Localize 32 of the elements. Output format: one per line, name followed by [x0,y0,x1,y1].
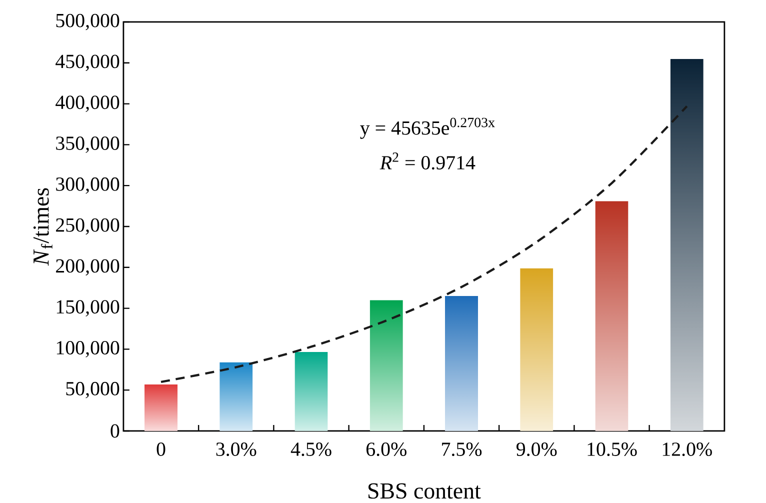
bar [144,384,178,431]
x-tick-label: 0 [156,442,166,456]
x-axis-title: SBS content [368,483,481,499]
x-tick-label: 12.0% [662,442,712,456]
y-tick-label: 500,000 [56,14,120,30]
bar [370,300,403,431]
bar [294,352,328,431]
y-tick-label: 450,000 [56,54,120,72]
y-tick-label: 200,000 [56,259,120,276]
bar [444,296,478,431]
y-tick-label: 150,000 [56,300,120,316]
x-tick-label: 7.5% [442,442,482,456]
y-axis-title: N$_{f}$/times [33,188,52,266]
y-tick-label: 250,000 [56,218,120,235]
y-tick-label: 50,000 [66,382,120,398]
annotation: y = 45635e$^{0.2703x}$ [360,118,495,139]
x-tick-label: 9.0% [516,442,557,456]
x-tick-label: 3.0% [216,442,256,456]
bar [220,362,253,431]
line-series [160,105,688,383]
y-tick-label: 300,000 [56,177,120,194]
y-tick-label: 350,000 [56,136,120,153]
x-tick-label: 10.5% [588,442,637,456]
x-tick-label: 4.5% [290,442,332,456]
x-tick-label: 6.0% [366,442,406,456]
y-tick-label: 400,000 [56,96,120,112]
y-tick-label: 0 [110,424,120,438]
annotation: R$^{2}$ = 0.9714 [380,152,476,170]
bar [595,201,628,431]
bar [670,59,704,431]
bar [520,268,554,431]
y-tick-label: 100,000 [56,341,120,358]
